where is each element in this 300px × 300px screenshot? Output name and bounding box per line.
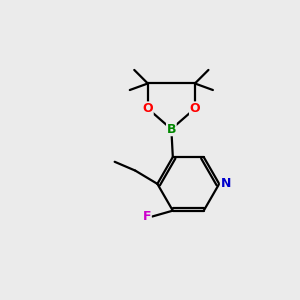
Text: B: B — [167, 123, 176, 136]
Text: F: F — [143, 210, 151, 223]
Text: N: N — [220, 177, 231, 190]
Text: O: O — [142, 102, 153, 115]
Text: O: O — [190, 102, 200, 115]
